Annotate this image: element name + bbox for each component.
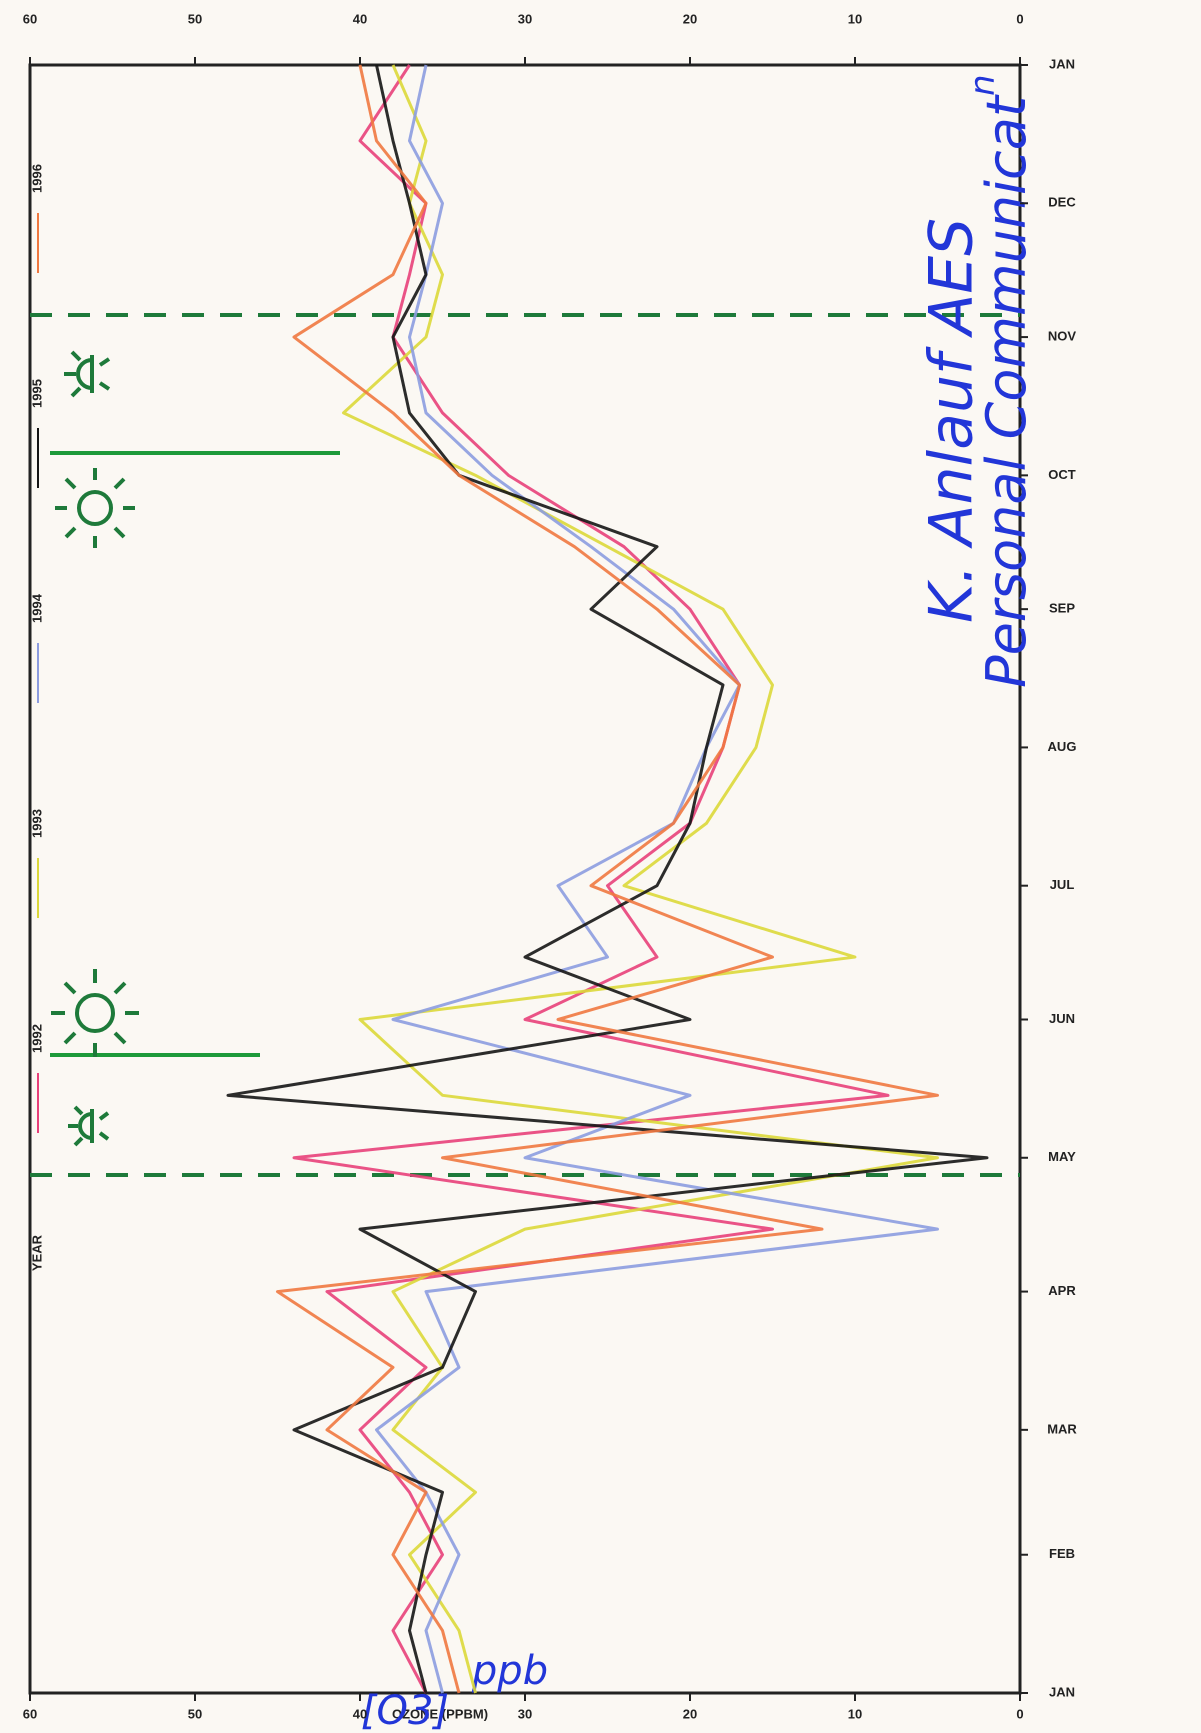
x-tick-label: MAR	[1047, 1421, 1077, 1436]
x-tick-label: DEC	[1048, 195, 1076, 210]
series-line	[276, 64, 939, 1694]
x-tick-label: JUN	[1049, 1011, 1075, 1026]
x-tick-label: JUL	[1050, 877, 1075, 892]
x-tick-label: AUG	[1048, 739, 1077, 754]
x-tick-label: MAY	[1048, 1149, 1076, 1164]
sun-rays	[51, 969, 139, 1057]
series-line	[226, 64, 989, 1694]
y-axis-title: OZONE (PPBM)	[392, 1706, 488, 1721]
y-tick-label: 10	[848, 11, 862, 26]
annotation: n	[963, 74, 1003, 96]
y-tick-label: 20	[683, 11, 697, 26]
legend-title: YEAR	[29, 1234, 44, 1271]
y-tick-label: 0	[1016, 11, 1023, 26]
half-sun	[64, 350, 111, 398]
legend-label: 1995	[29, 379, 44, 408]
annotation: ppb	[471, 1648, 548, 1694]
series-line	[292, 64, 890, 1694]
x-tick-label: NOV	[1048, 329, 1077, 344]
legend-label: 1994	[29, 593, 44, 623]
x-tick-label: FEB	[1049, 1546, 1075, 1561]
y-tick-label: 40	[353, 11, 367, 26]
legend-label: 1993	[29, 809, 44, 838]
legend-label: 1992	[29, 1024, 44, 1053]
x-tick-label: JAN	[1049, 56, 1075, 71]
y-tick-label: 50	[188, 11, 202, 26]
half-sun	[68, 1105, 110, 1147]
plot-frame	[28, 63, 1022, 1695]
sun-icons	[51, 350, 139, 1147]
x-tick-label: SEP	[1049, 601, 1075, 616]
annotation: Personal Communicatn	[963, 74, 1038, 688]
legend-label: 1996	[29, 164, 44, 193]
annotation: [O3]	[361, 1688, 449, 1733]
series-line	[375, 64, 939, 1694]
y-tick-label: 40	[353, 1706, 367, 1721]
x-tick-label: APR	[1048, 1283, 1076, 1298]
y-tick-label: 20	[683, 1706, 697, 1721]
annotation: K. Anlauf AES	[917, 218, 987, 623]
annotation: Personal Communicat	[975, 94, 1038, 688]
y-tick-label: 0	[1016, 1706, 1023, 1721]
y-tick-label: 30	[518, 1706, 532, 1721]
y-tick-label: 10	[848, 1706, 862, 1721]
x-tick-label: OCT	[1048, 467, 1076, 482]
sun-rays	[55, 468, 135, 548]
x-tick-label: JAN	[1049, 1684, 1075, 1699]
y-tick-label: 60	[23, 1706, 37, 1721]
sun-icon	[77, 490, 113, 526]
y-tick-label: 50	[188, 1706, 202, 1721]
sun-icon	[75, 993, 115, 1033]
y-tick-label: 60	[23, 11, 37, 26]
rotated-chart: OZONE (PPBM) YEAR K. Anlauf AES Personal…	[23, 11, 1078, 1733]
y-tick-label: 30	[518, 11, 532, 26]
series-line	[342, 64, 939, 1694]
